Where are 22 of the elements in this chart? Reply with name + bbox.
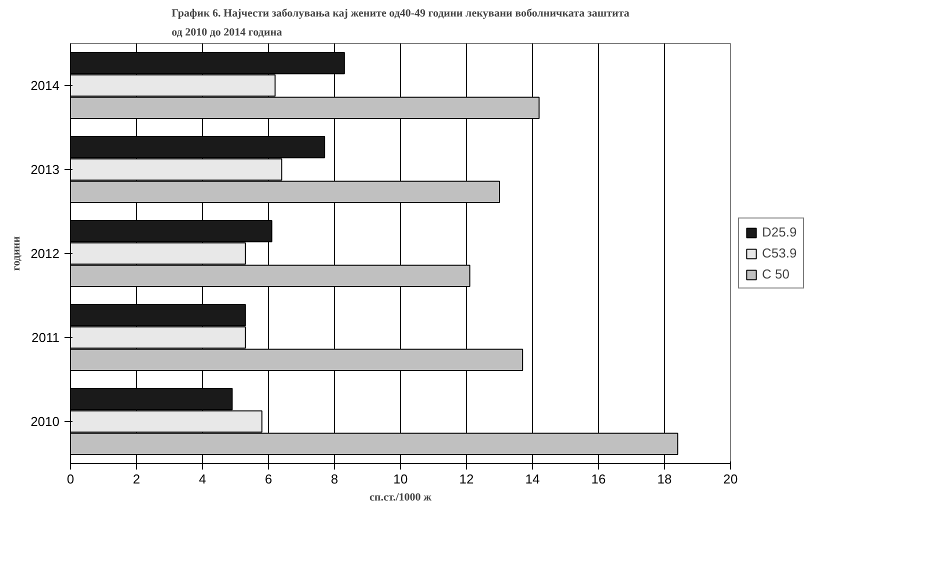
x-tick-label: 4 bbox=[198, 472, 206, 486]
x-tick-label: 18 bbox=[657, 472, 672, 486]
y-tick-label: 2012 bbox=[30, 246, 60, 261]
x-tick-label: 10 bbox=[393, 472, 408, 486]
x-tick-label: 16 bbox=[591, 472, 606, 486]
legend-label: D25.9 bbox=[762, 224, 797, 240]
x-tick-label: 6 bbox=[264, 472, 272, 486]
y-tick-label: 2011 bbox=[32, 330, 60, 345]
x-axis-title: сп.ст./1000 ж bbox=[370, 492, 432, 504]
y-tick-label: 2014 bbox=[30, 78, 60, 93]
legend-label: C 50 bbox=[762, 266, 790, 282]
y-tick-label: 2013 bbox=[30, 162, 60, 177]
chart-title: График 6. Најчести заболувања кај жените од40-49 години лекувани воболничката заштита од 2010 до 2014 година bbox=[172, 7, 630, 38]
x-tick-label: 8 bbox=[330, 472, 338, 486]
x-tick-label: 0 bbox=[66, 472, 74, 486]
y-axis-title: години bbox=[10, 236, 23, 271]
y-tick-label: 2010 bbox=[30, 414, 60, 429]
x-tick-label: 12 bbox=[459, 472, 474, 486]
legend-label: C53.9 bbox=[762, 246, 797, 260]
x-tick-label: 20 bbox=[723, 472, 738, 486]
x-tick-label: 14 bbox=[525, 472, 540, 486]
x-tick-label: 2 bbox=[132, 472, 140, 486]
